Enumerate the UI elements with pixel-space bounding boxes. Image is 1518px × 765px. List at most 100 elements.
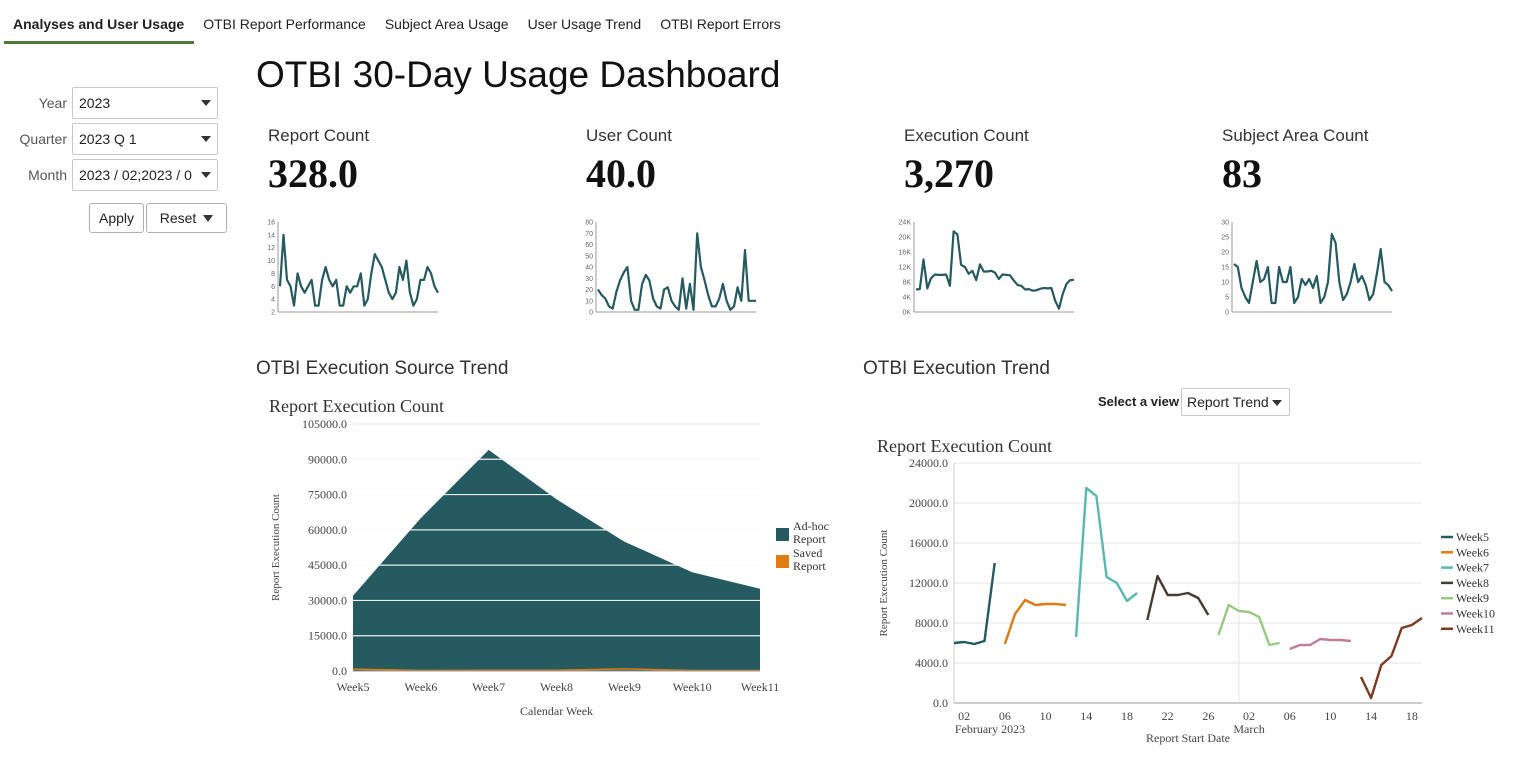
year-label: Year: [38, 95, 67, 111]
year-value: 2023: [79, 95, 111, 111]
spark-tick-label: 20K: [899, 235, 912, 242]
spark-tick-label: 4: [271, 297, 275, 304]
month-select[interactable]: 2023 / 02;2023 / 0: [72, 159, 218, 191]
line-series-week7: [1074, 486, 1138, 638]
line-x-axis-label: Report Start Date: [1146, 731, 1230, 745]
select-view-label: Select a view: [1098, 394, 1179, 409]
spark-line: [597, 232, 756, 311]
month-label: February 2023: [955, 722, 1025, 736]
spark-tick-label: 80: [585, 220, 593, 227]
month-label: March: [1233, 722, 1264, 736]
legend-label: Ad-hoc: [793, 519, 829, 533]
area-y-tick-label: 90000.0: [308, 452, 347, 466]
line-x-tick-label: 14: [1080, 709, 1092, 723]
legend-label: Week10: [1456, 607, 1495, 621]
spark-tick-label: 40: [585, 265, 593, 272]
line-y-tick-label: 4000.0: [915, 656, 948, 670]
area-y-tick-label: 60000.0: [308, 523, 347, 537]
month-value: 2023 / 02;2023 / 0: [79, 167, 192, 183]
area-y-tick-label: 30000.0: [308, 593, 347, 607]
year-prompt: Year 2023: [0, 87, 218, 119]
line-chart-title: Report Execution Count: [877, 436, 1052, 456]
execution-trend-line-chart: Report Execution Count24000.020000.01600…: [877, 436, 1495, 745]
spark-tick-label: 20: [585, 287, 593, 294]
dropdown-arrow-icon[interactable]: [201, 136, 211, 142]
apply-label: Apply: [98, 210, 135, 226]
tab-otbi-report-performance[interactable]: OTBI Report Performance: [203, 16, 366, 32]
spark-tick-label: 2: [271, 310, 275, 317]
reset-button[interactable]: Reset: [146, 203, 227, 233]
line-y-tick-label: 0.0: [933, 696, 948, 710]
legend-swatch: [776, 528, 789, 541]
month-label: Month: [28, 167, 67, 183]
spark-tick-label: 0: [1225, 310, 1229, 317]
line-x-tick-label: 02: [958, 709, 970, 723]
subject-area-count-sparkline: 30 25 20 15 10 5 0: [1221, 220, 1393, 317]
area-x-tick-label: Week7: [472, 680, 505, 694]
user-count-sparkline: 80 70 60 50 40 30 20 10 0: [585, 220, 756, 317]
spark-tick-label: 12K: [899, 265, 912, 272]
area-y-tick-label: 0.0: [332, 664, 347, 678]
spark-tick-label: 50: [585, 253, 593, 260]
kpi-user-count: User Count 40.0: [586, 126, 786, 197]
dropdown-arrow-icon[interactable]: [201, 172, 211, 178]
kpi-value: 3,270: [904, 151, 994, 196]
area-x-tick-label: Week6: [404, 680, 437, 694]
area-series-adhoc-report: [353, 449, 760, 671]
legend-label: Week8: [1456, 576, 1489, 590]
line-series-week9: [1217, 603, 1280, 647]
dashboard-tabs: Analyses and User Usage OTBI Report Perf…: [4, 0, 791, 44]
spark-tick-label: 10: [1221, 280, 1229, 287]
tab-subject-area-usage[interactable]: Subject Area Usage: [384, 16, 509, 32]
spark-tick-label: 6: [271, 284, 275, 291]
spark-tick-label: 30: [585, 276, 593, 283]
spark-tick-label: 10: [585, 298, 593, 305]
spark-tick-label: 0K: [902, 310, 911, 317]
area-y-tick-label: 75000.0: [308, 488, 347, 502]
source-trend-title: OTBI Execution Source Trend: [256, 358, 509, 379]
tab-otbi-report-errors[interactable]: OTBI Report Errors: [660, 16, 781, 32]
area-y-axis-label: Report Execution Count: [270, 494, 282, 601]
execution-trend-title: OTBI Execution Trend: [863, 358, 1050, 379]
spark-tick-label: 60: [585, 242, 593, 249]
area-x-tick-label: Week10: [673, 680, 712, 694]
caret-down-icon: [203, 214, 214, 222]
spark-tick-label: 25: [1221, 235, 1229, 242]
tab-analyses-and-user-usage[interactable]: Analyses and User Usage: [4, 0, 195, 44]
dropdown-arrow-icon[interactable]: [201, 100, 211, 106]
spark-line: [278, 233, 439, 307]
area-x-axis-label: Calendar Week: [520, 704, 593, 718]
spark-line: [1233, 232, 1393, 305]
line-x-tick-label: 26: [1202, 709, 1214, 723]
spark-tick-label: 14: [267, 232, 275, 239]
kpi-value: 328.0: [268, 151, 358, 196]
year-select[interactable]: 2023: [72, 87, 218, 119]
area-chart-title: Report Execution Count: [269, 396, 444, 416]
dropdown-arrow-icon[interactable]: [1272, 400, 1282, 406]
legend-label: Saved: [793, 546, 822, 560]
line-y-tick-label: 16000.0: [909, 536, 948, 550]
quarter-select[interactable]: 2023 Q 1: [72, 123, 218, 155]
view-select[interactable]: Report Trend: [1181, 388, 1290, 416]
tab-user-usage-trend[interactable]: User Usage Trend: [527, 16, 642, 32]
execution-source-area-chart: Report Execution Count105000.090000.0750…: [269, 396, 829, 718]
quarter-label: Quarter: [19, 131, 67, 147]
legend-label: Report: [793, 559, 826, 573]
kpi-value: 83: [1222, 151, 1262, 196]
view-select-value: Report Trend: [1187, 394, 1269, 410]
area-y-tick-label: 105000.0: [302, 417, 347, 431]
line-y-tick-label: 12000.0: [909, 576, 948, 590]
spark-tick-label: 16K: [899, 250, 912, 257]
area-y-tick-label: 15000.0: [308, 629, 347, 643]
spark-tick-label: 16: [267, 220, 275, 227]
line-y-axis-label: Report Execution Count: [878, 530, 890, 637]
line-x-tick-label: 02: [1243, 709, 1255, 723]
legend-label: Week7: [1456, 561, 1489, 575]
spark-line: [915, 230, 1075, 310]
spark-tick-label: 0: [589, 310, 593, 317]
line-series-week11: [1359, 617, 1423, 700]
legend-label: Week11: [1456, 622, 1495, 636]
spark-tick-label: 70: [585, 231, 593, 238]
area-x-tick-label: Week11: [741, 680, 780, 694]
apply-button[interactable]: Apply: [89, 203, 144, 233]
